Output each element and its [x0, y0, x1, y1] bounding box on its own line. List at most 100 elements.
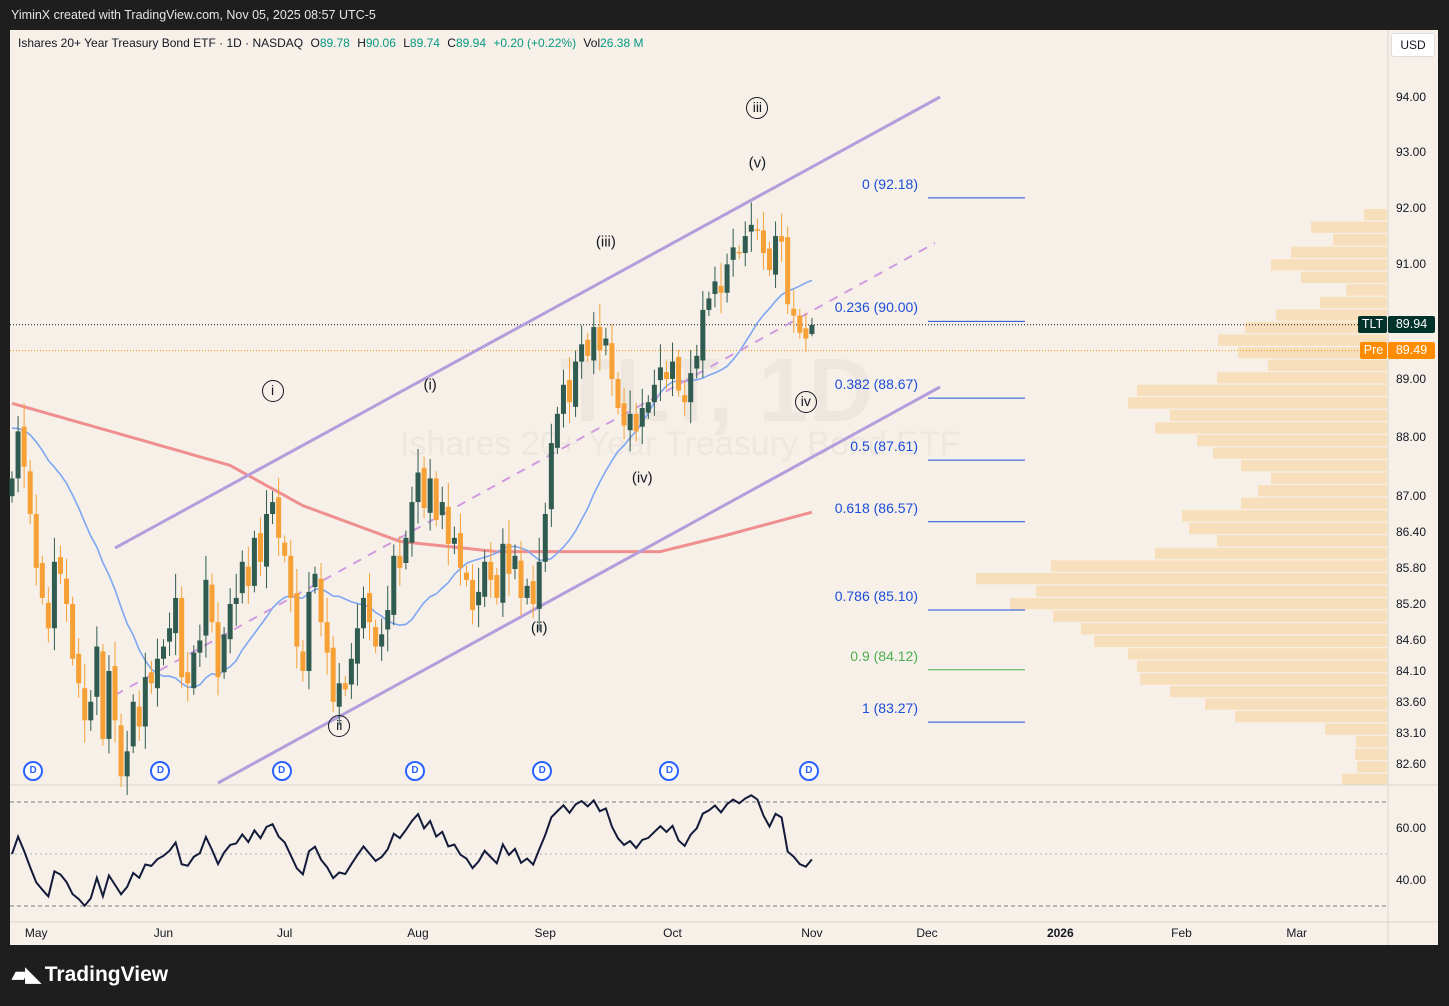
time-axis-label: Jul: [276, 926, 293, 940]
price-axis-label: 86.40: [1396, 524, 1427, 539]
legend-change: +0.20 (+0.22%): [493, 36, 577, 50]
volume-profile-bar: [1245, 321, 1387, 334]
legend-volume: Vol26.38 M: [583, 36, 644, 50]
candle-body: [154, 658, 160, 689]
volume-profile-bar: [1217, 535, 1387, 547]
candle-body: [663, 372, 669, 379]
candle-body: [621, 403, 627, 426]
candle-body: [633, 413, 639, 432]
fib-level-label: 0.786 (85.10): [834, 588, 918, 605]
candle-body: [100, 651, 106, 739]
fib-retracement[interactable]: [928, 197, 1025, 723]
candle-body: [76, 653, 82, 684]
candle-body: [209, 584, 215, 623]
candle-body: [257, 533, 263, 562]
legend-close: C89.94: [447, 36, 486, 50]
volume-profile-bar: [976, 572, 1387, 585]
candle-body: [554, 413, 560, 448]
price-axis-label: 92.00: [1396, 201, 1427, 215]
price-axis-label: 93.00: [1396, 145, 1427, 160]
fib-level-label: 1 (83.27): [861, 700, 918, 717]
candle-body: [148, 672, 154, 684]
tradingview-logo[interactable]: ▰◣ TradingView: [12, 963, 169, 986]
volume-profile-bar: [1241, 460, 1387, 472]
candle-body: [33, 513, 39, 568]
candle-body: [464, 572, 469, 580]
volume-profile-bar: [1053, 610, 1387, 622]
candle-body: [191, 652, 197, 689]
volume-profile-bar: [1128, 648, 1387, 660]
candle-body: [457, 533, 463, 568]
candle-body: [51, 561, 57, 629]
volume-profile-bar: [1241, 497, 1387, 509]
price-axis-label: 84.10: [1396, 664, 1427, 678]
candle-body: [615, 378, 621, 409]
candle-body: [494, 575, 500, 598]
candle-body: [221, 634, 227, 673]
volume-profile-bar: [1258, 485, 1387, 497]
candle-body: [130, 701, 136, 747]
candle-body: [306, 591, 312, 672]
candle-body: [488, 561, 494, 580]
channel-mid-line[interactable]: [114, 242, 936, 696]
candles: [9, 202, 815, 795]
candle-body: [276, 497, 282, 538]
candle-body: [591, 327, 597, 361]
volume-profile-bar: [1170, 685, 1387, 698]
channel-upper-line[interactable]: [114, 95, 941, 550]
candle-body: [603, 338, 609, 346]
chart-panel[interactable]: [10, 30, 1438, 945]
price-axis-label: 91.00: [1396, 257, 1427, 272]
time-axis-label: Feb: [1171, 926, 1192, 940]
candle-body: [482, 561, 488, 597]
candle-body: [264, 513, 270, 567]
candle-body: [779, 236, 785, 242]
candle-body: [39, 562, 45, 598]
volume-profile-bar: [1333, 234, 1387, 246]
candle-body: [700, 309, 706, 361]
candle-body: [118, 725, 124, 777]
candle-body: [342, 683, 348, 690]
volume-profile-bar: [1213, 447, 1387, 459]
volume-profile-bar: [1357, 761, 1387, 773]
candle-body: [609, 343, 615, 379]
fib-level-label: 0.236 (90.00): [834, 299, 918, 316]
fib-level-label: 0.5 (87.61): [850, 438, 918, 455]
price-axis-label: 83.10: [1396, 725, 1427, 740]
time-axis-label: Oct: [663, 926, 682, 940]
candle-body: [712, 281, 718, 294]
candle-body: [567, 380, 573, 403]
volume-profile-bar: [1271, 472, 1387, 484]
candle-body: [179, 597, 185, 678]
channel-lower-line[interactable]: [217, 385, 941, 785]
price-axis-label: 85.80: [1396, 560, 1427, 575]
wave-label: iv: [794, 391, 817, 414]
volume-profile-bar: [1217, 372, 1387, 384]
volume-profile-bar: [1155, 547, 1387, 560]
wave-label: (v): [748, 154, 767, 172]
candle-body: [767, 248, 772, 271]
candle-body: [797, 315, 803, 333]
candle-body: [379, 634, 385, 647]
candle-body: [197, 640, 203, 653]
candle-body: [579, 344, 585, 362]
candle-body: [645, 402, 651, 413]
rsi-line[interactable]: [11, 794, 813, 908]
premarket-label-tag: Pre: [1360, 342, 1387, 360]
candle-body: [785, 237, 791, 305]
currency-button[interactable]: USD: [1391, 33, 1435, 57]
wave-label: (ii): [530, 619, 548, 637]
last-price-symbol-tag: TLT: [1358, 316, 1387, 334]
fib-level-label: 0 (92.18): [861, 175, 918, 192]
candle-body: [294, 593, 300, 647]
candle-body: [57, 556, 63, 574]
time-axis-label: Aug: [407, 926, 429, 940]
candle-body: [451, 537, 457, 544]
candle-body: [391, 555, 397, 615]
ma-fast-line[interactable]: [11, 279, 813, 689]
price-axis-label: 89.00: [1396, 371, 1427, 386]
volume-profile-bar: [1137, 660, 1387, 673]
candle-body: [760, 230, 766, 254]
symbol-legend[interactable]: Ishares 20+ Year Treasury Bond ETF · 1D …: [18, 36, 647, 50]
